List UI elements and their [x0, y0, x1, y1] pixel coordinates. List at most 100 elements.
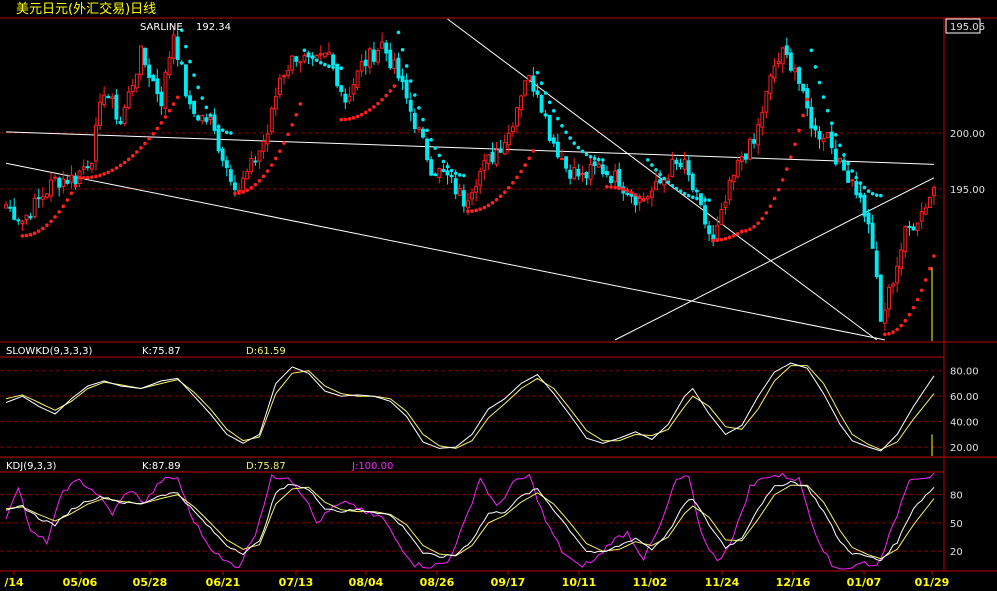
- candle-body: [817, 130, 822, 140]
- sar-dot: [392, 84, 397, 88]
- candle-body: [12, 206, 17, 220]
- candle-body: [797, 67, 802, 84]
- candle-body: [359, 61, 364, 72]
- candle-body: [233, 182, 237, 191]
- candle-body: [318, 53, 323, 56]
- sar-dot: [94, 174, 98, 179]
- sar-dot: [20, 234, 25, 238]
- sar-dot: [850, 169, 855, 173]
- candle-body: [138, 45, 143, 75]
- sar-dot: [633, 193, 638, 197]
- sar-dot: [609, 185, 613, 189]
- x-tick-label: 09/17: [491, 576, 526, 589]
- x-tick-label: 06/21: [206, 576, 241, 589]
- candle-body: [49, 179, 53, 197]
- slowkd-lines: [5, 362, 935, 456]
- candle-body: [527, 75, 532, 81]
- x-tick-label: 08/26: [420, 576, 455, 589]
- sar-dot: [400, 47, 405, 52]
- sar-dot: [519, 169, 523, 174]
- candle-body: [277, 77, 282, 96]
- candle-body: [16, 219, 21, 222]
- candle-body: [351, 84, 356, 95]
- sar-dot: [695, 196, 699, 201]
- sar-dot: [531, 149, 536, 153]
- sar-dot: [560, 124, 564, 128]
- candle-body: [474, 185, 479, 193]
- sar-dot: [682, 191, 687, 196]
- sar-dot: [294, 113, 299, 117]
- candle-body: [253, 160, 258, 163]
- candle-body: [24, 214, 29, 220]
- candle-body: [502, 142, 507, 155]
- candle-body: [167, 56, 172, 76]
- candle-body: [163, 71, 168, 109]
- sar-dot: [780, 178, 785, 182]
- candle-body: [65, 179, 70, 184]
- candle-body: [723, 201, 728, 208]
- sar-dot: [429, 137, 433, 142]
- sar-dot: [351, 116, 356, 120]
- sar-dot: [143, 141, 147, 146]
- sar-dot: [899, 323, 904, 328]
- candle-body: [94, 124, 98, 162]
- candle-body: [486, 154, 491, 164]
- sar-dot: [601, 158, 605, 162]
- candle-body: [821, 137, 826, 143]
- candle-body: [298, 61, 303, 64]
- sar-dot: [535, 70, 540, 75]
- candle-body: [151, 74, 156, 82]
- sar-dot: [41, 226, 45, 231]
- candle-body: [919, 211, 924, 222]
- sar-dot: [748, 227, 752, 232]
- candle-body: [915, 222, 920, 231]
- sar-dot: [167, 108, 172, 113]
- slowkd-d-line: [5, 365, 935, 451]
- sar-dot: [646, 158, 650, 162]
- candle-body: [735, 160, 740, 178]
- sar-dot: [282, 141, 286, 145]
- candle-body: [862, 194, 867, 217]
- sar-dot: [380, 97, 384, 102]
- candle-body: [519, 95, 524, 111]
- candle-body: [155, 78, 160, 95]
- sar-dot: [482, 205, 487, 210]
- candle-body: [433, 173, 438, 177]
- last-price-box: [945, 18, 981, 34]
- sar-dot: [261, 174, 266, 179]
- sar-dot: [310, 55, 315, 60]
- sar-dot: [486, 203, 491, 208]
- sar-dot: [883, 332, 887, 337]
- sar-dot: [568, 136, 572, 140]
- sar-dot: [208, 113, 213, 117]
- candle-body: [850, 179, 855, 182]
- candle-body: [122, 107, 127, 124]
- sar-dot: [784, 167, 789, 171]
- candle-body: [224, 160, 229, 168]
- candle-body: [588, 163, 593, 180]
- sar-dot: [327, 64, 331, 69]
- candle-body: [61, 178, 66, 187]
- sar-dot: [805, 97, 810, 102]
- sar-dot: [670, 183, 675, 188]
- sar-dot: [809, 48, 814, 53]
- candle-body: [380, 41, 385, 49]
- sar-dot: [449, 168, 454, 173]
- sarline-label: SARLINE: [140, 22, 183, 33]
- kdj-j-line: [5, 472, 935, 570]
- candle-body: [376, 50, 380, 63]
- sar-dot: [874, 193, 879, 197]
- candle-body: [257, 150, 262, 162]
- candle-body: [927, 196, 932, 208]
- candle-body: [36, 197, 41, 200]
- sar-dot: [396, 30, 401, 35]
- sar-dot: [592, 156, 597, 161]
- candle-body: [228, 169, 233, 182]
- sar-dot: [229, 131, 233, 135]
- candle-body: [564, 156, 569, 169]
- sar-dot: [776, 187, 781, 192]
- sar-dot: [507, 185, 511, 190]
- candle-body: [523, 80, 528, 96]
- candle-body: [870, 222, 875, 249]
